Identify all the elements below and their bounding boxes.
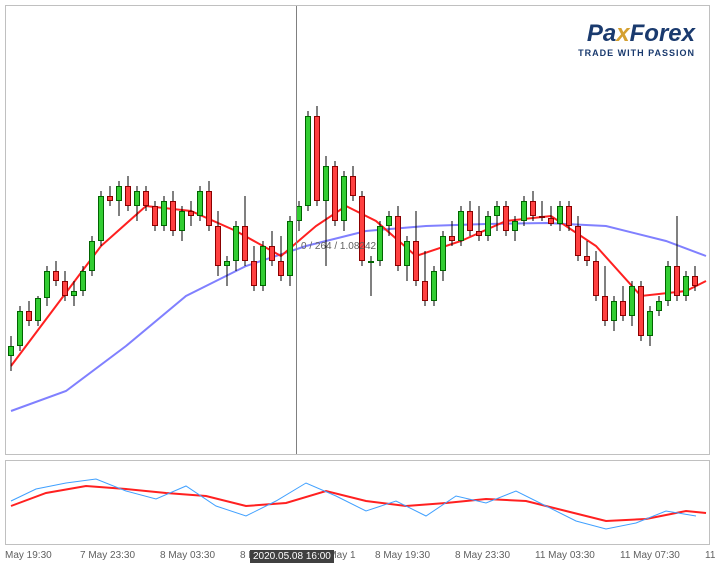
oscillator-chart[interactable] [5, 460, 710, 545]
x-tick-label: 11 May 03:30 [535, 550, 595, 561]
x-tick-label: 7 May 23:30 [80, 550, 135, 561]
logo-tagline: TRADE WITH PASSION [578, 48, 695, 58]
x-tick-label: May 19:30 [5, 550, 52, 561]
logo-main: PaxForex [578, 20, 695, 48]
x-tick-label: 8 May 03:30 [160, 550, 215, 561]
x-tick-highlight: 2020.05.08 16:00 [250, 550, 334, 563]
crosshair-value-label: 0 / 264 / 1.08242 [301, 241, 376, 252]
x-tick-label: 11 May 11:30 [705, 550, 715, 561]
logo-x: x [616, 20, 629, 47]
x-tick-label: 11 May 07:30 [620, 550, 680, 561]
logo-post: Forex [630, 20, 695, 47]
x-tick-label: 8 May 23:30 [455, 550, 510, 561]
crosshair-vertical [296, 6, 297, 454]
oscillator-svg [6, 461, 711, 546]
x-tick-label: 8 May 19:30 [375, 550, 430, 561]
chart-container: PaxForex TRADE WITH PASSION 0 / 264 / 1.… [0, 0, 715, 580]
brand-logo: PaxForex TRADE WITH PASSION [578, 20, 695, 58]
x-axis: May 19:307 May 23:308 May 03:308 May 07:… [5, 548, 710, 578]
logo-pre: Pa [587, 20, 616, 47]
main-candlestick-chart[interactable]: 0 / 264 / 1.08242 [5, 5, 710, 455]
